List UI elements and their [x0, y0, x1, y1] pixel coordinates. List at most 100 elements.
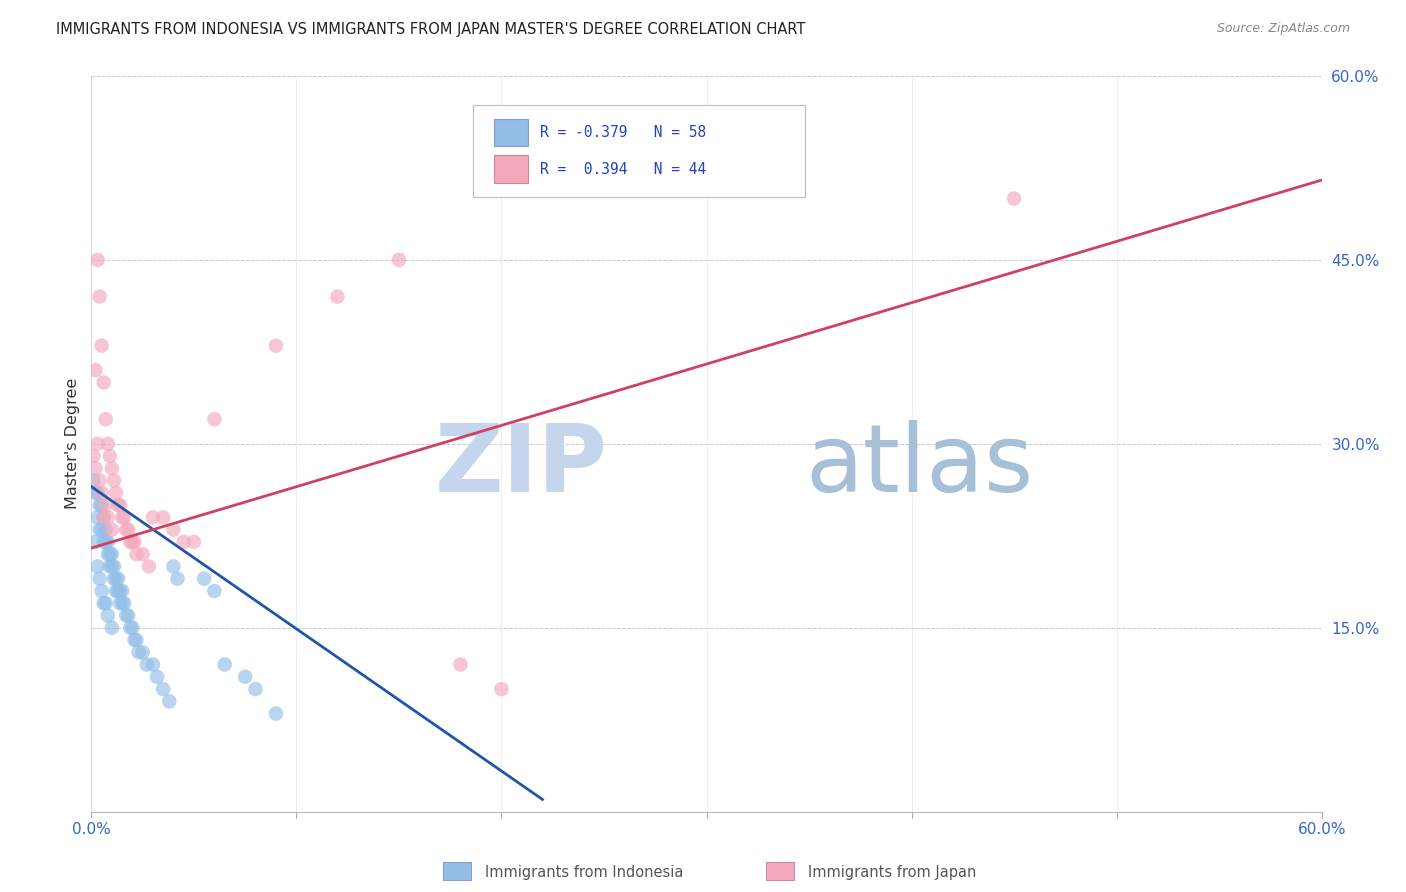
- Point: [108, 498, 131, 512]
- Point: [103, 474, 125, 488]
- Point: [112, 596, 135, 610]
- Text: Immigrants from Japan: Immigrants from Japan: [808, 865, 977, 880]
- Point: [108, 584, 131, 599]
- Point: [111, 510, 134, 524]
- Point: [86, 510, 108, 524]
- Point: [108, 596, 131, 610]
- Point: [93, 596, 115, 610]
- Point: [128, 645, 150, 659]
- Point: [105, 485, 127, 500]
- Point: [97, 608, 120, 623]
- Text: IMMIGRANTS FROM INDONESIA VS IMMIGRANTS FROM JAPAN MASTER'S DEGREE CORRELATION C: IMMIGRANTS FROM INDONESIA VS IMMIGRANTS …: [56, 22, 806, 37]
- Point: [107, 572, 129, 586]
- Point: [97, 436, 120, 450]
- Point: [124, 633, 146, 648]
- Point: [138, 559, 160, 574]
- Point: [131, 547, 153, 561]
- Point: [107, 498, 129, 512]
- Point: [142, 657, 165, 672]
- Y-axis label: Master's Degree: Master's Degree: [65, 378, 80, 509]
- Point: [97, 510, 120, 524]
- Point: [98, 547, 121, 561]
- Point: [264, 706, 287, 721]
- Point: [120, 534, 142, 549]
- Point: [90, 498, 112, 512]
- Point: [93, 510, 115, 524]
- Point: [388, 252, 411, 267]
- Point: [82, 474, 104, 488]
- Point: [90, 523, 112, 537]
- Point: [202, 412, 225, 426]
- Point: [90, 584, 112, 599]
- Point: [90, 485, 112, 500]
- Text: R = -0.379   N = 58: R = -0.379 N = 58: [540, 125, 707, 140]
- Text: atlas: atlas: [804, 420, 1033, 512]
- Point: [202, 584, 225, 599]
- Text: Source: ZipAtlas.com: Source: ZipAtlas.com: [1216, 22, 1350, 36]
- Bar: [494, 119, 529, 146]
- Point: [93, 534, 115, 549]
- Point: [86, 436, 108, 450]
- Point: [115, 608, 138, 623]
- Point: [131, 645, 153, 659]
- Point: [98, 559, 121, 574]
- Point: [117, 608, 139, 623]
- Point: [152, 681, 174, 696]
- Point: [86, 559, 108, 574]
- Point: [94, 534, 117, 549]
- Text: R =  0.394   N = 44: R = 0.394 N = 44: [540, 161, 707, 177]
- Point: [103, 572, 125, 586]
- Point: [89, 289, 111, 303]
- Point: [86, 252, 108, 267]
- Bar: [494, 155, 529, 183]
- Point: [491, 681, 513, 696]
- Point: [117, 523, 139, 537]
- Point: [120, 621, 142, 635]
- Point: [101, 547, 124, 561]
- Point: [107, 584, 129, 599]
- Point: [162, 523, 184, 537]
- Point: [245, 681, 267, 696]
- Point: [142, 510, 165, 524]
- Point: [101, 559, 124, 574]
- Point: [214, 657, 236, 672]
- Text: Immigrants from Indonesia: Immigrants from Indonesia: [485, 865, 683, 880]
- Point: [103, 559, 125, 574]
- Point: [121, 534, 143, 549]
- Point: [193, 572, 215, 586]
- Point: [146, 670, 169, 684]
- Point: [264, 338, 287, 352]
- Point: [112, 510, 135, 524]
- Point: [101, 523, 124, 537]
- Point: [94, 498, 117, 512]
- Point: [135, 657, 157, 672]
- Point: [93, 510, 115, 524]
- Point: [94, 412, 117, 426]
- Point: [152, 510, 174, 524]
- Point: [121, 621, 143, 635]
- Point: [84, 485, 107, 500]
- Point: [173, 534, 195, 549]
- Point: [125, 547, 148, 561]
- Point: [90, 338, 112, 352]
- Point: [82, 449, 104, 463]
- Point: [89, 523, 111, 537]
- Point: [86, 485, 108, 500]
- Point: [84, 461, 107, 475]
- Point: [105, 572, 127, 586]
- Point: [89, 498, 111, 512]
- Point: [93, 376, 115, 390]
- Point: [97, 547, 120, 561]
- Point: [84, 363, 107, 377]
- Point: [94, 523, 117, 537]
- Point: [157, 694, 180, 708]
- Point: [449, 657, 471, 672]
- Point: [326, 289, 349, 303]
- Point: [183, 534, 205, 549]
- Point: [115, 523, 138, 537]
- Point: [97, 534, 120, 549]
- Point: [124, 534, 146, 549]
- Point: [111, 584, 134, 599]
- Point: [94, 596, 117, 610]
- Point: [111, 596, 134, 610]
